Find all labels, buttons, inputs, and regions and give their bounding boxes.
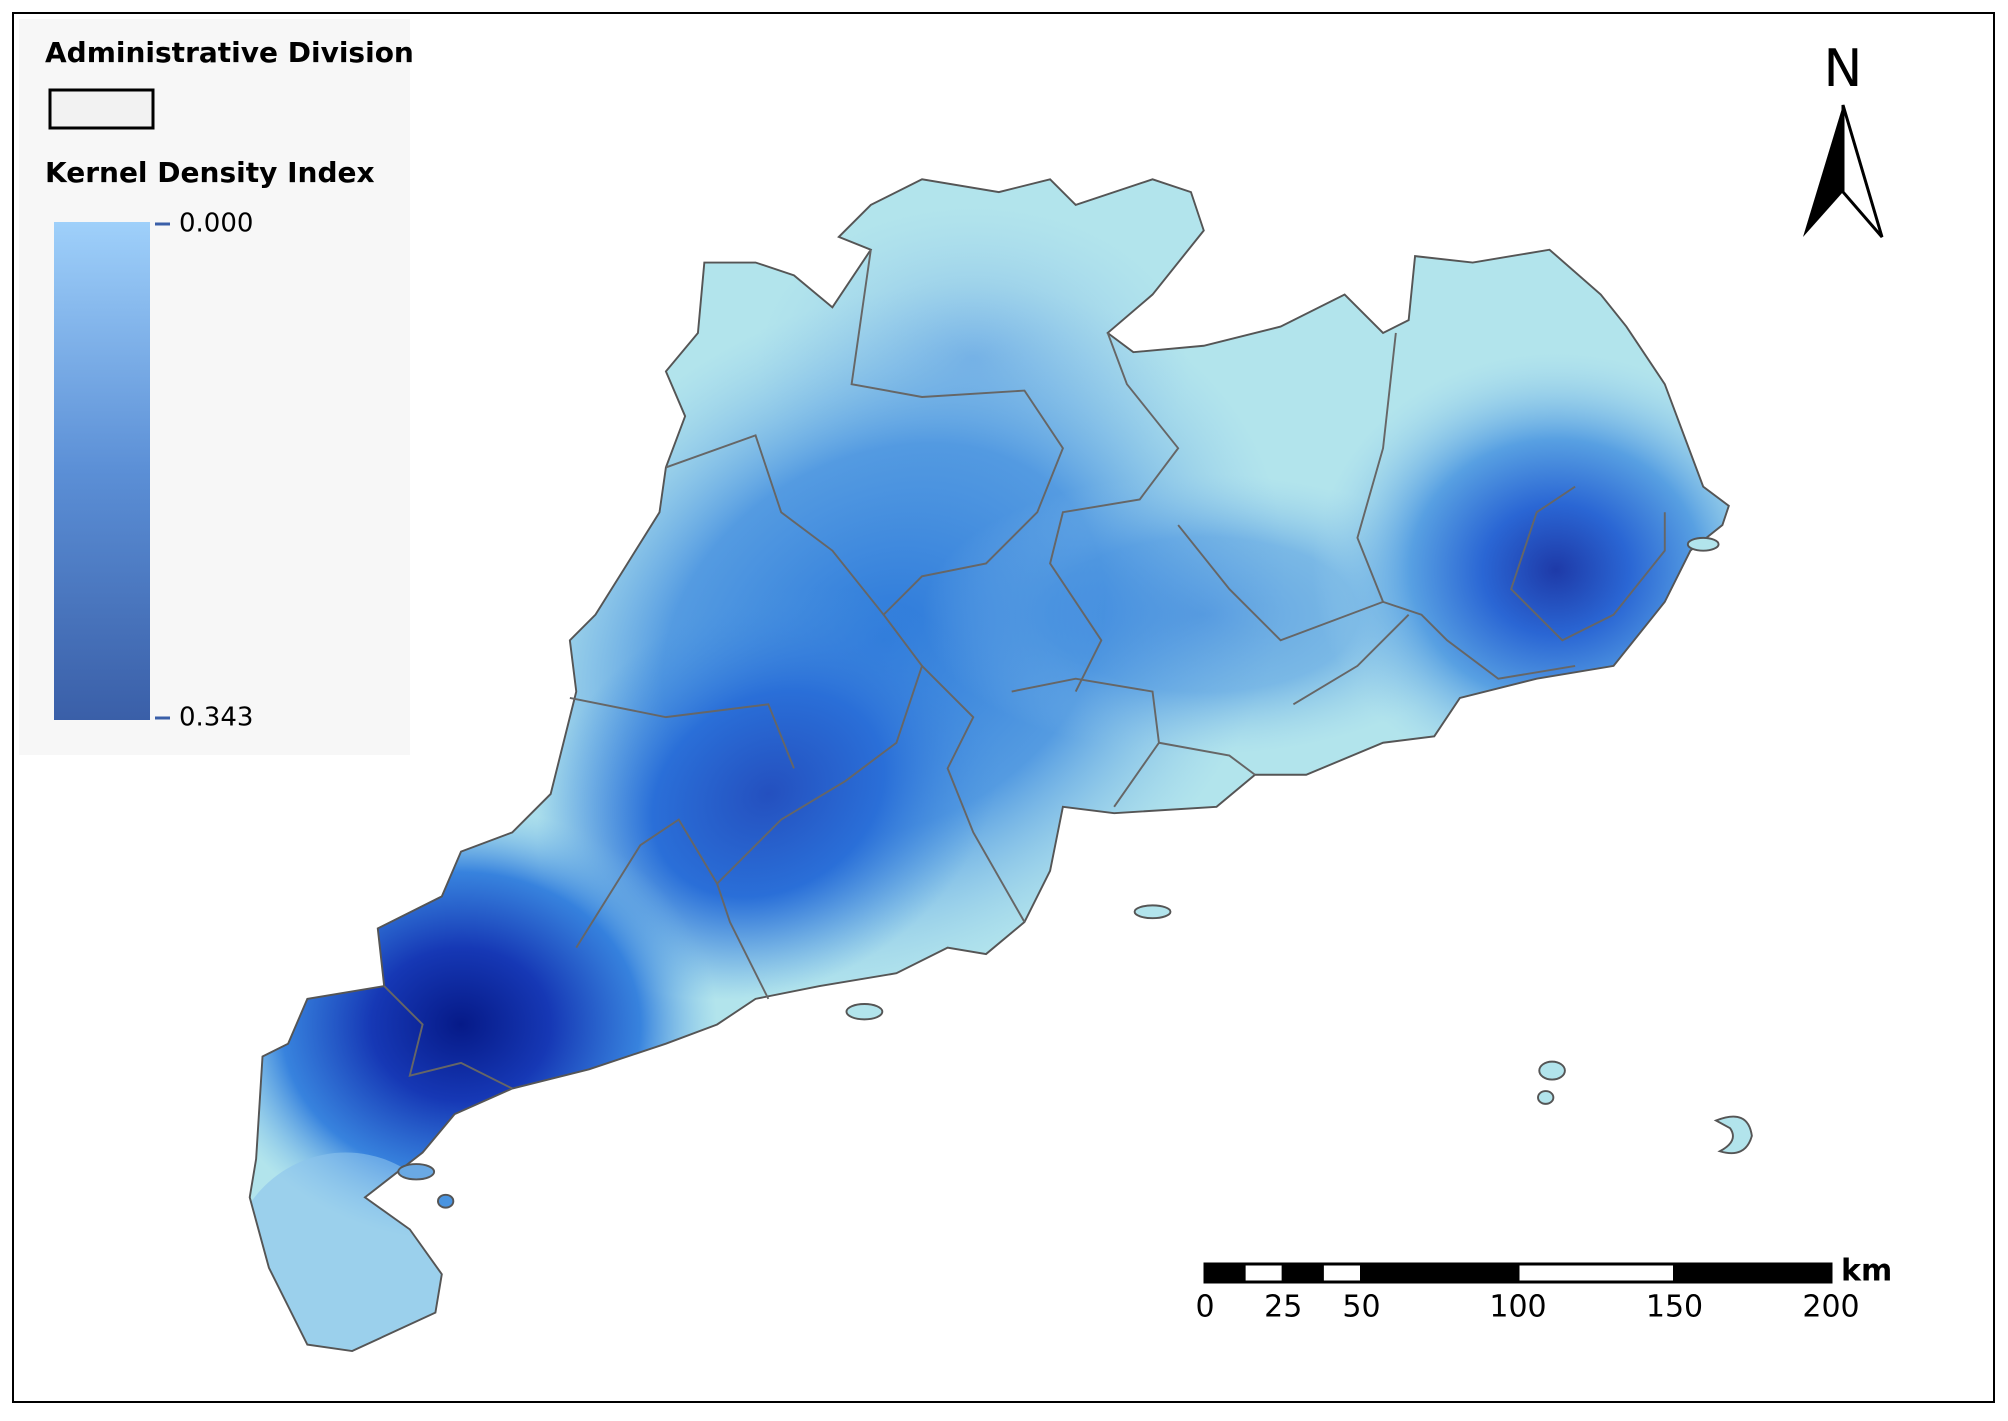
- north-label: N: [1824, 39, 1863, 99]
- islands: [397, 536, 1753, 1209]
- division-swatch: [48, 88, 155, 130]
- scale-segment: [1320, 1262, 1363, 1284]
- scale-segment: [1281, 1262, 1324, 1284]
- legend-title: Kernel Density Index: [45, 156, 375, 189]
- ramp-label: 0.000: [179, 209, 253, 239]
- scale-label: 25: [1264, 1290, 1302, 1325]
- scale-segment: [1673, 1262, 1833, 1284]
- scale-segment: [1203, 1262, 1246, 1284]
- legend: Administrative Division Kernel Density I…: [19, 19, 414, 755]
- scale-segment: [1516, 1262, 1676, 1284]
- scale-label: 150: [1646, 1290, 1703, 1325]
- scale-label: 50: [1342, 1290, 1380, 1325]
- admin-boundaries: [383, 249, 1666, 1090]
- ramp-label: 0.343: [179, 703, 253, 733]
- scale-segment: [1360, 1262, 1520, 1284]
- legend-title: Administrative Division: [45, 36, 414, 69]
- arrow-left: [1803, 105, 1843, 237]
- scale-unit: km: [1841, 1254, 1892, 1289]
- scale-label: 100: [1489, 1290, 1546, 1325]
- north-arrow: N: [1803, 39, 1884, 238]
- scale-segment: [1242, 1262, 1285, 1284]
- arrow-right: [1841, 104, 1884, 238]
- scale-label: 0: [1195, 1290, 1214, 1325]
- scale-label: 200: [1802, 1290, 1859, 1325]
- density-ramp: [54, 222, 150, 720]
